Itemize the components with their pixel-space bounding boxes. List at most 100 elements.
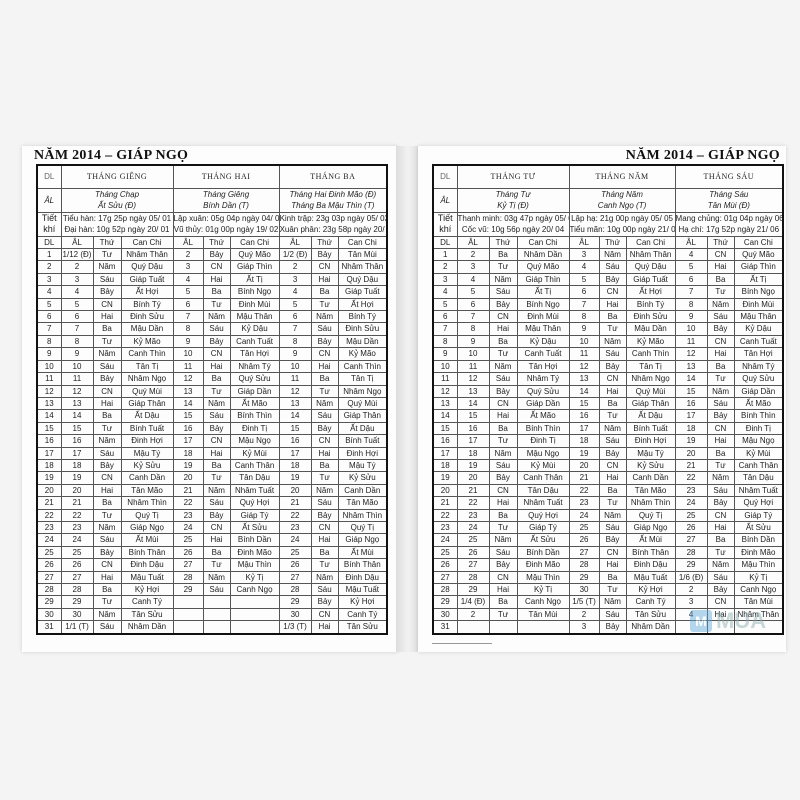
al-day: 13 bbox=[172, 384, 204, 398]
can-chi: Đinh Hợi bbox=[120, 434, 174, 448]
can-chi: Giáp Ngọ bbox=[337, 533, 388, 547]
can-chi bbox=[229, 595, 280, 609]
weekday: Hai bbox=[310, 272, 339, 287]
table-row: 30 30 Năm Tân Sửu 30 CN Canh Tý bbox=[36, 607, 388, 622]
weekday: Tư bbox=[488, 347, 518, 361]
weekday: Bảy bbox=[706, 496, 735, 510]
weekday: Sáu bbox=[202, 496, 231, 510]
can-chi: Canh Dần bbox=[625, 471, 676, 485]
al-day: 20 bbox=[674, 446, 708, 460]
al-day: 7 bbox=[674, 285, 708, 299]
tiet-label: Tiết bbox=[41, 213, 57, 224]
can-chi: Canh Ngọ bbox=[733, 582, 784, 597]
weekday: Ba bbox=[92, 496, 122, 510]
weekday: Ba bbox=[488, 421, 518, 436]
lunar-month-line2: Ất Sửu (Đ) bbox=[98, 201, 136, 211]
al-day: 16 bbox=[568, 409, 600, 423]
al-day: 19 bbox=[60, 471, 94, 485]
can-chi: Nhâm Dần bbox=[516, 248, 570, 262]
can-chi: Tân Mùi bbox=[733, 595, 784, 609]
dl-day: 19 bbox=[432, 471, 458, 485]
weekday: Bảy bbox=[310, 334, 339, 349]
can-chi: Tân Tị bbox=[120, 359, 174, 374]
al-day bbox=[172, 620, 204, 635]
weekday bbox=[488, 620, 518, 635]
weekday: Hai bbox=[202, 533, 231, 547]
weekday: Hai bbox=[598, 471, 627, 485]
weekday: Năm bbox=[706, 558, 735, 572]
al-day: 12 bbox=[172, 372, 204, 386]
tiet-khi-2: Xuân phân: 23g 58p ngày 20/ 03 bbox=[279, 225, 388, 235]
al-day: 6 bbox=[456, 297, 490, 312]
al-day: 5 bbox=[278, 297, 312, 312]
weekday: Năm bbox=[310, 396, 339, 411]
al-day: 27 bbox=[456, 558, 490, 572]
tiet-khi-2: Cốc vũ: 10g 56p ngày 20/ 04 bbox=[461, 225, 565, 235]
dl-day: 8 bbox=[432, 334, 458, 349]
lunar-month-cell: Tháng Hai Đinh Mão (Đ) Tháng Ba Mậu Thìn … bbox=[278, 188, 388, 213]
year-title: NĂM 2014 – GIÁP NGỌ bbox=[625, 148, 780, 163]
weekday: Tư bbox=[706, 545, 735, 560]
weekday: Ba bbox=[202, 458, 231, 473]
can-chi: Ất Sửu bbox=[516, 533, 570, 547]
can-chi: Kỷ Mão bbox=[625, 334, 676, 349]
al-day: 9 bbox=[456, 334, 490, 349]
al-day: 28 bbox=[456, 570, 490, 585]
lunar-month-line2: Kỷ Tị (Đ) bbox=[497, 201, 529, 211]
can-chi: Mậu Thân bbox=[229, 310, 280, 324]
weekday: Tư bbox=[598, 496, 627, 510]
year-title: NĂM 2014 – GIÁP NGỌ bbox=[34, 148, 189, 163]
dl-day: 20 bbox=[36, 483, 62, 498]
can-chi: Bính Tuất bbox=[120, 421, 174, 436]
can-chi: Nhâm Tý bbox=[516, 372, 570, 386]
weekday: Tư bbox=[202, 297, 231, 312]
tiet-khi-cell: Lập hạ: 21g 00p ngày 05/ 05 Tiểu mãn: 10g… bbox=[568, 211, 676, 237]
can-chi: Mậu Thân bbox=[516, 322, 570, 336]
al-day: 25 bbox=[568, 520, 600, 535]
al-day: 6 bbox=[172, 297, 204, 312]
month-header-row: DL THÁNG GIÊNG THÁNG HAI THÁNG BA bbox=[36, 164, 388, 189]
weekday: Ba bbox=[202, 545, 231, 560]
weekday: Năm bbox=[706, 384, 735, 398]
al-day: 20 bbox=[60, 483, 94, 498]
tiet-khi-1: Kinh trập: 23g 03p ngày 05/ 03 bbox=[279, 213, 388, 223]
table-row: 8 8 Tư Kỷ Mão 9 Bảy Canh Tuất 8 Bảy Mậu Dần bbox=[36, 334, 388, 349]
col-thu: Thứ bbox=[310, 235, 339, 250]
table-row: 12 12 CN Quý Mùi 13 Tư Giáp Dần 12 Tư Nhâm Ngọ bbox=[36, 384, 388, 398]
can-chi: Canh Thân bbox=[733, 458, 784, 473]
weekday: Hai bbox=[92, 570, 122, 585]
table-row: 21 21 Ba Nhâm Thìn 22 Sáu Quý Hợi 21 Sáu Tân Mão bbox=[36, 496, 388, 510]
dl-day: 21 bbox=[432, 496, 458, 510]
dl-day: 29 bbox=[432, 595, 458, 609]
weekday: Hai bbox=[310, 620, 339, 635]
al-day: 7 bbox=[172, 310, 204, 324]
can-chi: Ất Tị bbox=[229, 272, 280, 287]
al-day: 10 bbox=[278, 359, 312, 374]
can-chi: Canh Thìn bbox=[625, 347, 676, 361]
weekday: Năm bbox=[488, 533, 518, 547]
can-chi: Giáp Thìn bbox=[733, 260, 784, 274]
dl-day: 17 bbox=[432, 446, 458, 460]
can-chi: Tân Dậu bbox=[229, 471, 280, 485]
al-day: 27 bbox=[568, 545, 600, 560]
can-chi: Bính Thân bbox=[337, 558, 388, 572]
weekday: Sáu bbox=[598, 607, 627, 622]
can-chi: Quý Mão bbox=[733, 248, 784, 262]
weekday: Sáu bbox=[488, 372, 518, 386]
can-chi: Mậu Dần bbox=[337, 334, 388, 349]
lunar-month-row: ÂL Tháng Chạp Ất Sửu (Đ) Tháng Giêng Bính Dầ… bbox=[36, 188, 388, 213]
al-day: 8 bbox=[278, 334, 312, 349]
al-day: 11 bbox=[456, 359, 490, 374]
can-chi: Quý Mùi bbox=[625, 384, 676, 398]
table-row: 3 3 Sáu Giáp Tuất 4 Hai Ất Tị 3 Hai Quý Dậu bbox=[36, 272, 388, 287]
weekday: CN bbox=[598, 285, 627, 299]
can-chi: Đinh Tị bbox=[733, 421, 784, 436]
can-chi: Nhâm Thân bbox=[337, 260, 388, 274]
dl-day: 17 bbox=[36, 446, 62, 460]
weekday: Hai bbox=[92, 483, 122, 498]
al-day: 3 bbox=[674, 595, 708, 609]
al-day: 21 bbox=[456, 483, 490, 498]
al-day: 18 bbox=[674, 421, 708, 436]
al-day: 25 bbox=[456, 533, 490, 547]
weekday: Ba bbox=[488, 248, 518, 262]
